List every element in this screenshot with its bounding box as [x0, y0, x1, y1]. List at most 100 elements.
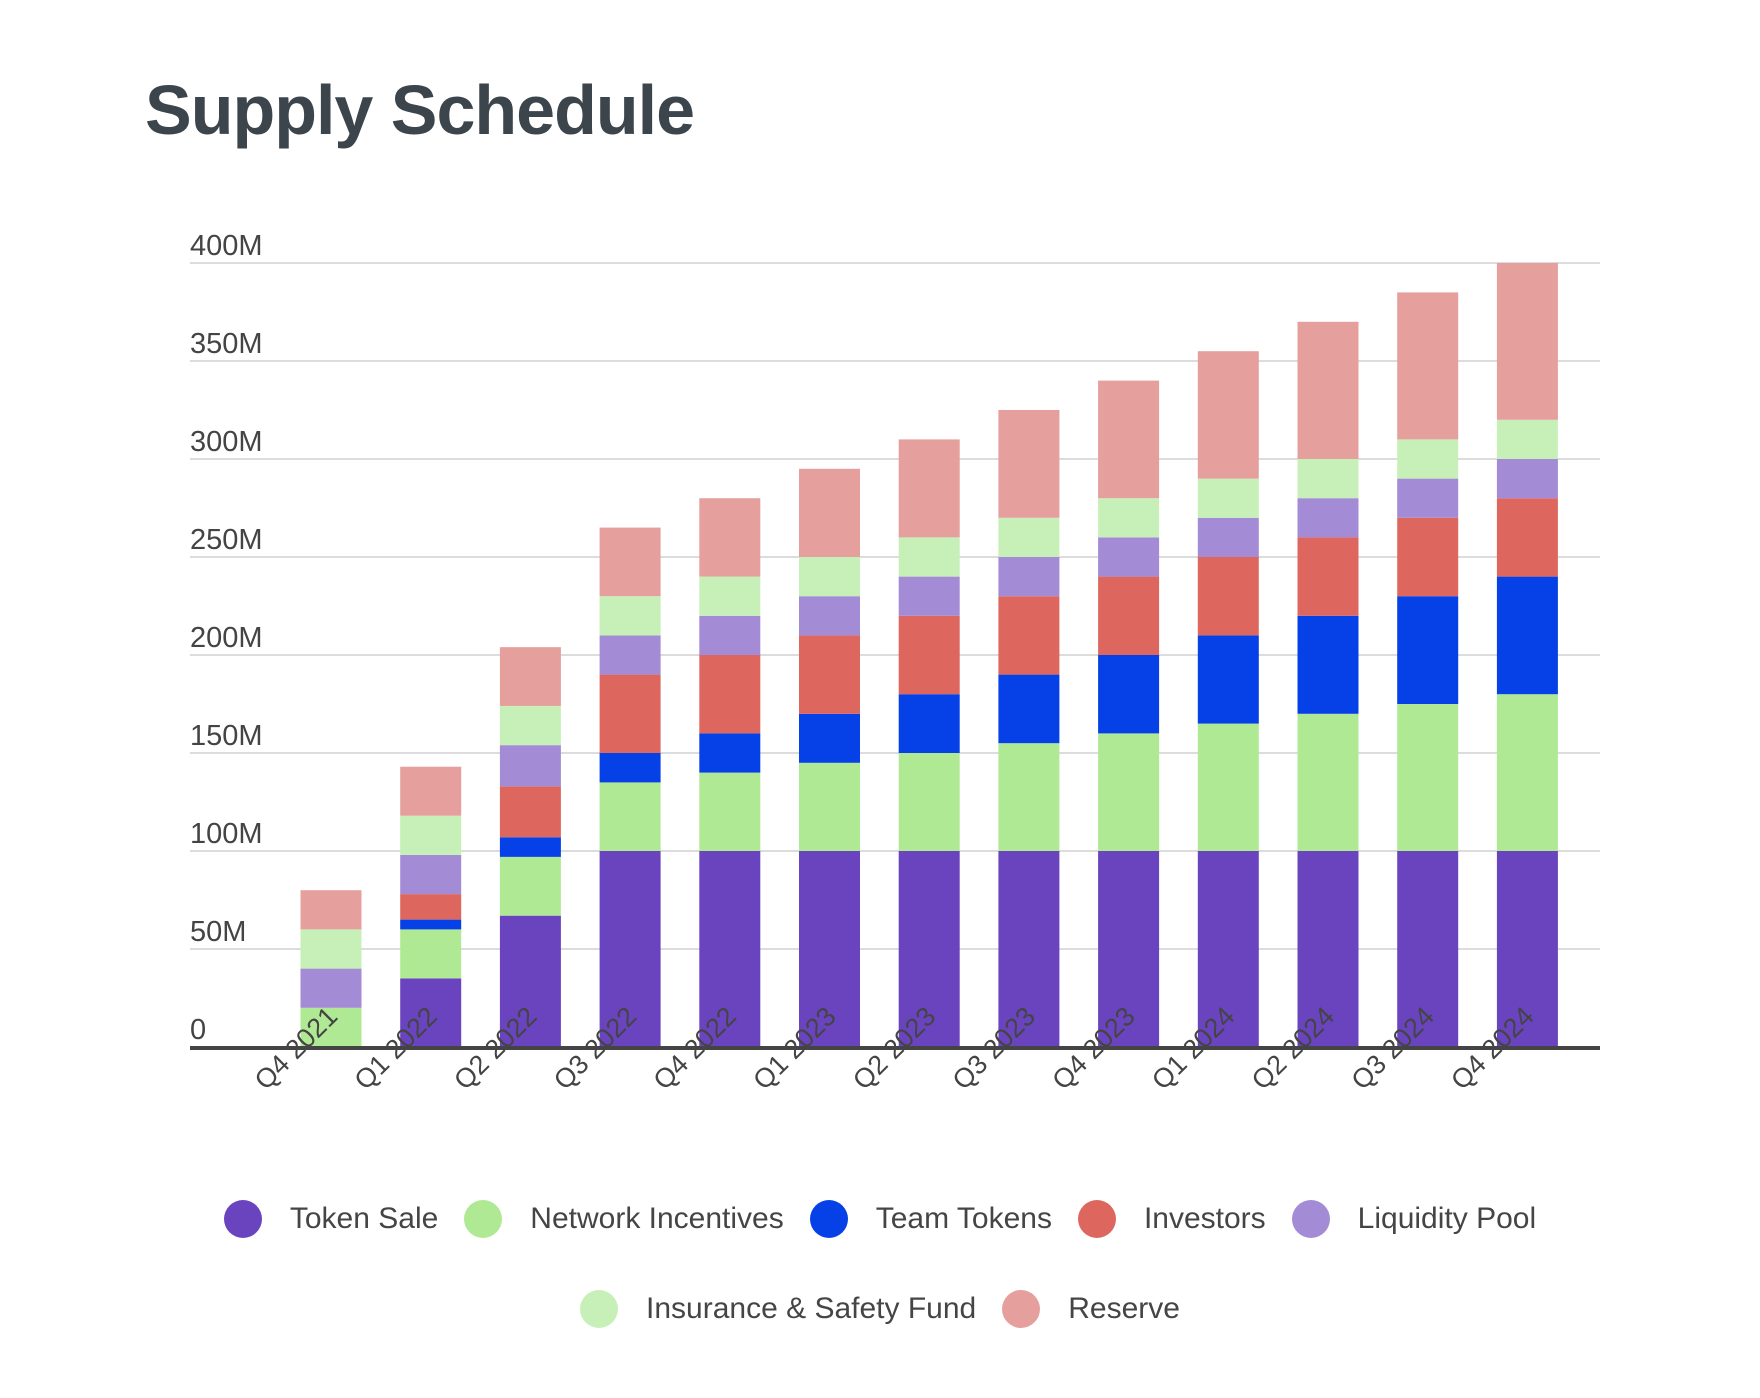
- bar-segment: [699, 772, 761, 851]
- bar-segment: [599, 674, 661, 753]
- legend-item[interactable]: Network Incentives: [464, 1200, 784, 1238]
- bar-segment: [898, 615, 960, 695]
- bar-segment: [599, 635, 661, 675]
- bar-segment: [599, 851, 661, 1047]
- bar-segment: [699, 851, 761, 1047]
- bar-segment: [998, 674, 1060, 744]
- bar-segment: [1197, 723, 1259, 851]
- bar-segment: [499, 915, 561, 1047]
- bar-segment: [799, 762, 860, 851]
- y-tick-label: 300M: [190, 426, 263, 458]
- bar-segment: [499, 705, 561, 746]
- bar-segment: [1197, 478, 1259, 518]
- bar-segment: [998, 743, 1060, 851]
- bar-segment: [998, 410, 1060, 518]
- bar-segment: [799, 635, 860, 714]
- bar-segment: [300, 890, 362, 930]
- bar-segment: [898, 753, 960, 851]
- bar-segment: [699, 615, 761, 655]
- bar-segment: [898, 439, 960, 538]
- bar-segment: [599, 782, 661, 851]
- bar-segment: [1397, 517, 1459, 597]
- bar-segment: [400, 929, 462, 979]
- legend-item[interactable]: Insurance & Safety Fund: [580, 1290, 976, 1328]
- legend-row-1: Token Sale Network Incentives Team Tokens I…: [160, 1200, 1600, 1238]
- bar-segment: [998, 596, 1060, 675]
- legend-label: Insurance & Safety Fund: [646, 1292, 977, 1325]
- legend-label: Reserve: [1068, 1292, 1180, 1325]
- bar-segment: [1297, 851, 1359, 1047]
- bar-segment: [1496, 419, 1558, 459]
- bar-segment: [499, 647, 561, 706]
- bar-segment: [898, 537, 960, 577]
- legend-label: Token Sale: [289, 1202, 439, 1235]
- bar-segment: [499, 837, 561, 857]
- bar-segment: [400, 854, 462, 895]
- chart-title: Supply Schedule: [145, 71, 695, 149]
- bar-segment: [300, 1007, 362, 1047]
- legend-item[interactable]: Investors: [1077, 1200, 1266, 1238]
- bar-segment: [1098, 380, 1160, 499]
- legend-label: Network Incentives: [530, 1202, 784, 1235]
- bar-segment: [1098, 537, 1160, 577]
- bar-segment: [1098, 576, 1160, 655]
- bar-segment: [1197, 351, 1259, 479]
- bar-segment: [799, 557, 860, 597]
- bar-segment: [998, 557, 1060, 597]
- bar-segment: [1297, 537, 1359, 616]
- bar-segment: [1397, 292, 1459, 440]
- bar-segment: [1197, 517, 1259, 557]
- legend-swatch-icon: [809, 1200, 848, 1238]
- legend-swatch-icon: [1077, 1200, 1116, 1238]
- bar-segment: [998, 517, 1060, 557]
- bar-segment: [699, 655, 761, 734]
- legend-item[interactable]: Reserve: [1002, 1290, 1180, 1328]
- bar-segment: [1297, 498, 1359, 538]
- y-tick-label: 350M: [190, 328, 263, 360]
- bar-segment: [400, 815, 462, 855]
- bar-segment: [1197, 851, 1259, 1047]
- y-tick-label: 0: [190, 1014, 206, 1046]
- bar-segment: [499, 856, 561, 916]
- bar-segment: [898, 851, 960, 1047]
- bar-segment: [499, 745, 561, 787]
- y-tick-label: 250M: [190, 524, 263, 556]
- y-tick-label: 50M: [190, 916, 246, 948]
- bar-segment: [699, 733, 761, 773]
- bar-segment: [1197, 635, 1259, 724]
- bar-segment: [300, 968, 362, 1008]
- legend-swatch-icon: [464, 1200, 503, 1238]
- bar-segment: [699, 576, 761, 616]
- bar-segment: [400, 919, 462, 930]
- bar-segment: [400, 894, 462, 920]
- bar-segment: [998, 851, 1060, 1047]
- legend-item[interactable]: Token Sale: [223, 1200, 439, 1238]
- bar-segment: [1397, 704, 1459, 851]
- legend-swatch-icon: [1002, 1290, 1041, 1328]
- bar-segment: [1496, 263, 1558, 420]
- bar-segment: [1496, 694, 1558, 851]
- legend-swatch-icon: [580, 1290, 619, 1328]
- y-tick-label: 200M: [190, 622, 263, 654]
- bar-segment: [599, 753, 661, 783]
- bar-segment: [1098, 655, 1160, 734]
- bar-segment: [1397, 851, 1459, 1047]
- legend-label: Investors: [1143, 1202, 1266, 1235]
- bar-segment: [599, 596, 661, 636]
- bar-segment: [1297, 615, 1359, 714]
- bar-segment: [499, 786, 561, 838]
- legend-item[interactable]: Team Tokens: [809, 1200, 1052, 1238]
- bar-segment: [799, 468, 860, 557]
- bar-segment: [1297, 713, 1359, 851]
- legend-item[interactable]: Liquidity Pool: [1291, 1200, 1536, 1238]
- bar-segment: [1397, 478, 1459, 518]
- legend-swatch-icon: [1291, 1200, 1330, 1238]
- bar-segment: [799, 596, 860, 636]
- bar-segment: [898, 576, 960, 616]
- bar-segment: [799, 713, 860, 763]
- legend-label: Team Tokens: [875, 1202, 1052, 1235]
- bar-segment: [1496, 498, 1558, 577]
- bar-segment: [599, 527, 661, 597]
- bar-segment: [1098, 851, 1160, 1047]
